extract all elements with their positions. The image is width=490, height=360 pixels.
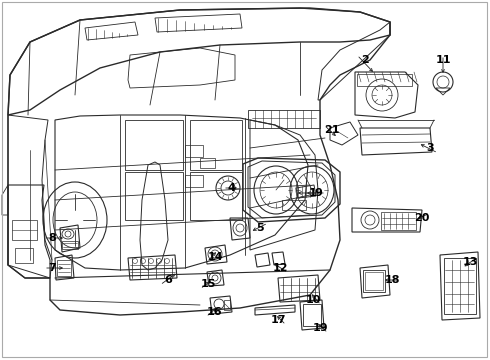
Bar <box>357 74 412 86</box>
Text: 5: 5 <box>256 223 264 233</box>
Text: 3: 3 <box>426 143 434 153</box>
Bar <box>200 158 215 168</box>
Bar <box>185 175 203 187</box>
Bar <box>190 172 242 220</box>
Text: 14: 14 <box>207 252 223 262</box>
Bar <box>282 200 306 210</box>
Bar <box>365 272 383 290</box>
Text: 20: 20 <box>415 213 430 223</box>
Text: 18: 18 <box>384 275 400 285</box>
Bar <box>224 300 230 310</box>
Text: 12: 12 <box>272 263 288 273</box>
Text: 16: 16 <box>206 307 222 317</box>
Text: 13: 13 <box>462 257 478 267</box>
Bar <box>125 172 183 220</box>
Text: 11: 11 <box>435 55 451 65</box>
Text: 7: 7 <box>48 263 56 273</box>
Bar <box>303 304 321 326</box>
Text: 15: 15 <box>200 279 216 289</box>
Text: 10: 10 <box>305 295 320 305</box>
Text: 21: 21 <box>324 125 340 135</box>
Bar <box>185 145 203 157</box>
Text: 6: 6 <box>164 275 172 285</box>
Bar <box>444 258 476 314</box>
Bar <box>363 270 385 292</box>
Text: 8: 8 <box>48 233 56 243</box>
Bar <box>62 241 78 249</box>
Bar <box>190 120 242 170</box>
Text: 19: 19 <box>312 323 328 333</box>
Text: 17: 17 <box>270 315 286 325</box>
Bar <box>57 260 71 276</box>
Text: 2: 2 <box>361 55 369 65</box>
Bar <box>125 120 183 170</box>
Bar <box>15 248 33 263</box>
Text: 4: 4 <box>227 183 235 193</box>
Bar <box>248 110 320 128</box>
Bar <box>12 220 37 240</box>
Text: 1: 1 <box>309 188 317 198</box>
Text: 9: 9 <box>314 188 322 198</box>
Bar <box>381 212 416 230</box>
